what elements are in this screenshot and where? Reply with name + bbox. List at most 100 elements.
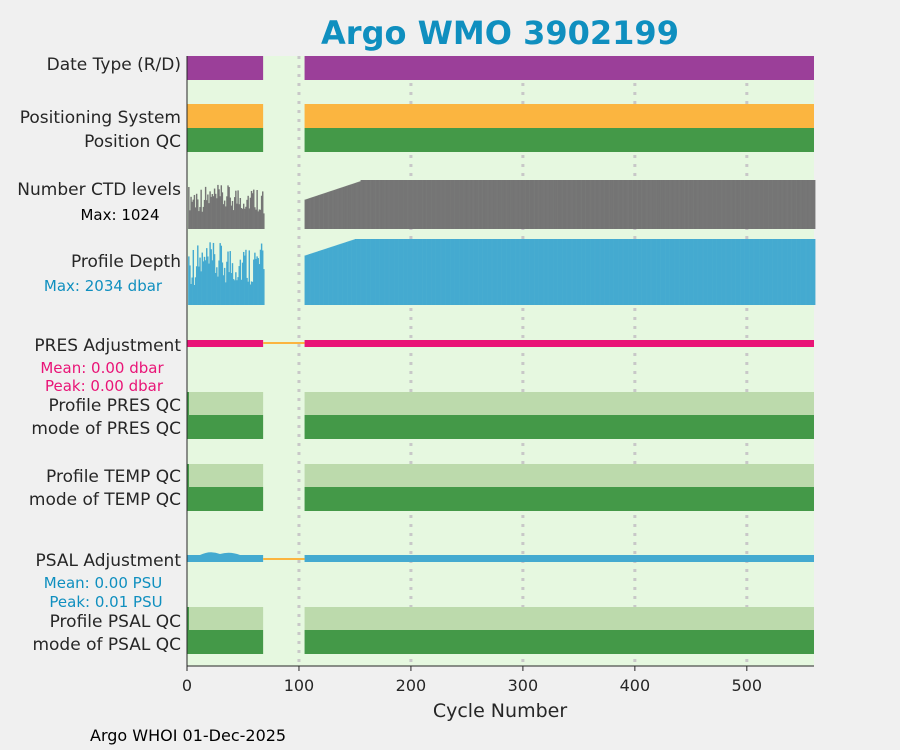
profile-depth-bar-cycle bbox=[341, 243, 343, 305]
pres-profile-qc-edge bbox=[187, 392, 189, 415]
profile-depth-bar-cycle bbox=[466, 239, 469, 305]
ctd-levels-bar-cycle bbox=[693, 180, 695, 229]
profile-depth-bar-cycle bbox=[695, 239, 697, 305]
profile-depth-bar-cycle bbox=[612, 239, 614, 305]
ctd-levels-bar-cycle bbox=[333, 189, 336, 229]
profile-depth-bar-cycle bbox=[530, 239, 533, 305]
profile-depth-bar-cycle bbox=[322, 249, 324, 305]
profile-depth-bar-cycle bbox=[766, 239, 769, 305]
profile-depth-bar-cycle bbox=[588, 239, 591, 305]
profile-depth-bar-cycle bbox=[381, 239, 384, 305]
profile-depth-bar-cycle bbox=[347, 241, 349, 305]
profile-depth-bar-cycle bbox=[643, 239, 646, 305]
ctd-levels-bar-cycle bbox=[625, 180, 628, 229]
ctd-levels-bar-cycle bbox=[445, 180, 448, 229]
profile-depth-bar-cycle bbox=[798, 239, 800, 305]
profile-depth-bar-cycle bbox=[417, 239, 420, 305]
ctd-levels-bar-cycle bbox=[565, 180, 567, 229]
row-label: Profile TEMP QC bbox=[46, 467, 181, 487]
ctd-levels-bar-cycle bbox=[699, 180, 702, 229]
profile-depth-bar-cycle bbox=[796, 239, 798, 305]
ctd-levels-bar-cycle bbox=[778, 180, 780, 229]
ctd-levels-bar-cycle bbox=[687, 180, 689, 229]
profile-depth-bar-cycle bbox=[747, 239, 750, 305]
row-label: Profile PRES QC bbox=[48, 396, 181, 416]
profile-depth-bar-cycle bbox=[320, 250, 322, 305]
ctd-levels-bar-cycle bbox=[641, 180, 643, 229]
ctd-levels-bar-cycle bbox=[214, 193, 217, 229]
profile-depth-bar-cycle bbox=[774, 239, 777, 305]
ctd-levels-bar-cycle bbox=[310, 197, 312, 229]
profile-depth-bar-cycle bbox=[249, 284, 252, 305]
profile-depth-bar-cycle bbox=[614, 239, 617, 305]
ctd-levels-bar-cycle bbox=[347, 185, 349, 229]
profile-depth-bar-cycle bbox=[253, 259, 255, 305]
ctd-levels-bar-cycle bbox=[566, 180, 568, 229]
ctd-levels-bar-cycle bbox=[573, 180, 575, 229]
profile-depth-bar-cycle bbox=[744, 239, 747, 305]
ctd-levels-bar-cycle bbox=[723, 180, 725, 229]
profile-depth-bar-cycle bbox=[323, 249, 326, 305]
profile-depth-bar-cycle bbox=[566, 239, 568, 305]
ctd-levels-bar-cycle bbox=[472, 180, 474, 229]
profile-depth-bar-cycle bbox=[200, 271, 202, 305]
profile-depth-bar-cycle bbox=[783, 239, 786, 305]
profile-depth-bar-cycle bbox=[791, 239, 794, 305]
ctd-levels-bar-cycle bbox=[441, 180, 443, 229]
ctd-levels-bar-cycle bbox=[369, 180, 371, 229]
ctd-levels-bar-cycle bbox=[446, 180, 449, 229]
ctd-levels-bar-cycle bbox=[509, 180, 511, 229]
ctd-levels-bar-cycle bbox=[235, 190, 237, 229]
profile-depth-bar-cycle bbox=[640, 239, 642, 305]
ctd-levels-bar-cycle bbox=[534, 180, 536, 229]
profile-depth-bar-cycle bbox=[787, 239, 789, 305]
ctd-levels-bar-cycle bbox=[604, 180, 607, 229]
profile-depth-bar-cycle bbox=[621, 239, 623, 305]
profile-depth-bar-cycle bbox=[212, 242, 215, 305]
ctd-levels-bar-cycle bbox=[372, 180, 375, 229]
profile-depth-bar-cycle bbox=[689, 239, 692, 305]
ctd-levels-bar-cycle bbox=[443, 180, 445, 229]
profile-depth-bar-cycle bbox=[516, 239, 518, 305]
ctd-levels-bar-cycle bbox=[312, 196, 314, 229]
ctd-levels-bar-cycle bbox=[611, 180, 613, 229]
ctd-levels-bar-cycle bbox=[358, 181, 360, 229]
ctd-levels-bar-cycle bbox=[716, 180, 719, 229]
ctd-levels-bar-cycle bbox=[366, 180, 368, 229]
profile-depth-bar-cycle bbox=[334, 245, 337, 305]
ctd-levels-bar-cycle bbox=[750, 180, 752, 229]
ctd-levels-bar-cycle bbox=[434, 180, 436, 229]
profile-depth-bar-cycle bbox=[750, 239, 752, 305]
profile-depth-bar-cycle bbox=[394, 239, 396, 305]
ctd-levels-bar-cycle bbox=[677, 180, 679, 229]
profile-depth-bar-cycle bbox=[473, 239, 476, 305]
profile-depth-bar-cycle bbox=[809, 239, 811, 305]
ctd-levels-bar-cycle bbox=[683, 180, 685, 229]
ctd-levels-bar-cycle bbox=[209, 191, 211, 229]
ctd-levels-bar-cycle bbox=[806, 180, 808, 229]
ctd-levels-bar-cycle bbox=[770, 180, 772, 229]
ctd-levels-bar-cycle bbox=[326, 192, 329, 229]
profile-depth-bar-cycle bbox=[440, 239, 442, 305]
psal-mode-qc-bar-left bbox=[187, 630, 264, 654]
profile-depth-bar-cycle bbox=[698, 239, 701, 305]
profile-depth-bar-cycle bbox=[782, 239, 785, 305]
ctd-levels-bar-cycle bbox=[630, 180, 632, 229]
ctd-levels-bar-cycle bbox=[786, 180, 788, 229]
ctd-levels-bar-cycle bbox=[710, 180, 713, 229]
ctd-levels-bar-cycle bbox=[384, 180, 386, 229]
profile-depth-bar-cycle bbox=[663, 239, 666, 305]
profile-depth-bar-cycle bbox=[731, 239, 733, 305]
profile-depth-bar-cycle bbox=[405, 239, 407, 305]
profile-depth-bar-cycle bbox=[526, 239, 528, 305]
ctd-levels-bar-cycle bbox=[207, 194, 209, 229]
profile-depth-bar-cycle bbox=[557, 239, 560, 305]
psal-adjustment-bar-right bbox=[304, 555, 814, 562]
ctd-levels-bar-cycle bbox=[241, 208, 244, 229]
profile-depth-bar-cycle bbox=[460, 239, 462, 305]
x-tick-label-200: 200 bbox=[396, 676, 427, 695]
ctd-levels-bar-cycle bbox=[227, 185, 229, 229]
profile-depth-bar-cycle bbox=[554, 239, 556, 305]
ctd-levels-bar-cycle bbox=[511, 180, 514, 229]
ctd-levels-bar-cycle bbox=[251, 193, 254, 229]
